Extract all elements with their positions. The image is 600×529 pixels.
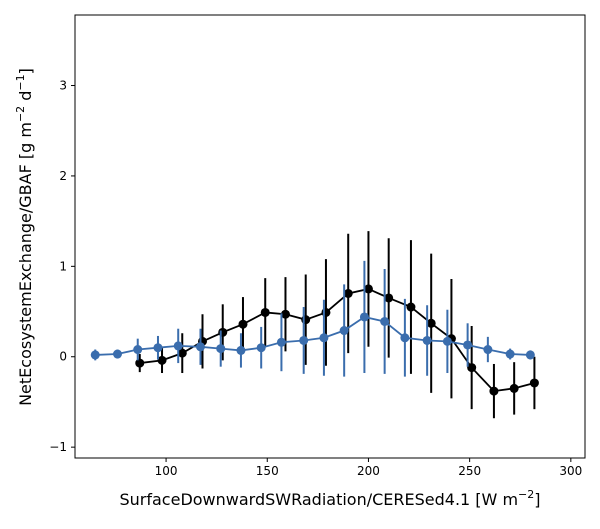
data-point bbox=[483, 345, 493, 355]
data-point bbox=[380, 316, 390, 326]
series-line bbox=[95, 316, 531, 356]
x-tick-label: 200 bbox=[357, 464, 380, 478]
data-point bbox=[173, 341, 183, 351]
x-axis-label-sup: −2 bbox=[518, 488, 534, 501]
data-point bbox=[422, 335, 432, 345]
data-point bbox=[359, 312, 369, 322]
data-point bbox=[467, 363, 477, 373]
x-axis-label: SurfaceDownwardSWRadiation/CERESed4.1 [W… bbox=[119, 488, 540, 509]
data-point bbox=[299, 335, 309, 345]
data-point bbox=[321, 307, 331, 317]
series-layer bbox=[90, 231, 539, 419]
y-axis-label: NetEcosystemExchange/GBAF [g m−2 d−1] bbox=[14, 68, 35, 406]
data-point bbox=[319, 333, 329, 343]
y-axis-ticks: −1 0 1 2 3 bbox=[49, 79, 75, 454]
data-point bbox=[525, 350, 535, 360]
data-point bbox=[363, 284, 373, 294]
data-point bbox=[216, 344, 226, 354]
data-point bbox=[90, 350, 100, 360]
data-point bbox=[135, 358, 145, 368]
data-point bbox=[113, 349, 122, 359]
data-point bbox=[276, 337, 286, 347]
data-point bbox=[301, 315, 311, 325]
x-tick-label: 150 bbox=[256, 464, 279, 478]
data-point bbox=[489, 386, 499, 396]
y-tick-label: 1 bbox=[59, 259, 67, 273]
plot-frame bbox=[74, 14, 586, 459]
series-1 bbox=[90, 260, 535, 377]
x-tick-label: 250 bbox=[458, 464, 481, 478]
data-point bbox=[177, 348, 187, 358]
data-point bbox=[343, 288, 353, 298]
data-point bbox=[238, 319, 248, 329]
data-point bbox=[133, 345, 143, 355]
y-tick-label: 3 bbox=[59, 79, 67, 93]
data-point bbox=[153, 343, 163, 353]
data-point bbox=[280, 309, 290, 319]
data-point bbox=[529, 378, 539, 388]
series-0 bbox=[135, 231, 539, 419]
data-point bbox=[463, 340, 473, 350]
data-point bbox=[406, 302, 416, 312]
data-point bbox=[509, 383, 519, 393]
data-point bbox=[195, 342, 205, 352]
data-point bbox=[505, 349, 515, 359]
data-point bbox=[260, 307, 270, 317]
data-point bbox=[339, 326, 349, 336]
y-tick-label: 2 bbox=[59, 169, 67, 183]
data-point bbox=[218, 327, 228, 337]
y-tick-label: 0 bbox=[59, 350, 67, 364]
data-point bbox=[157, 355, 167, 365]
x-tick-label: 100 bbox=[155, 464, 178, 478]
x-axis-ticks: 100 150 200 250 300 bbox=[155, 458, 582, 478]
data-point bbox=[384, 293, 394, 303]
data-point bbox=[236, 345, 246, 355]
data-point bbox=[442, 336, 452, 346]
data-point bbox=[400, 333, 410, 343]
data-point bbox=[256, 343, 266, 353]
plot-area bbox=[75, 15, 585, 458]
y-tick-label: −1 bbox=[49, 440, 67, 454]
data-point bbox=[426, 318, 436, 328]
x-tick-label: 300 bbox=[559, 464, 582, 478]
